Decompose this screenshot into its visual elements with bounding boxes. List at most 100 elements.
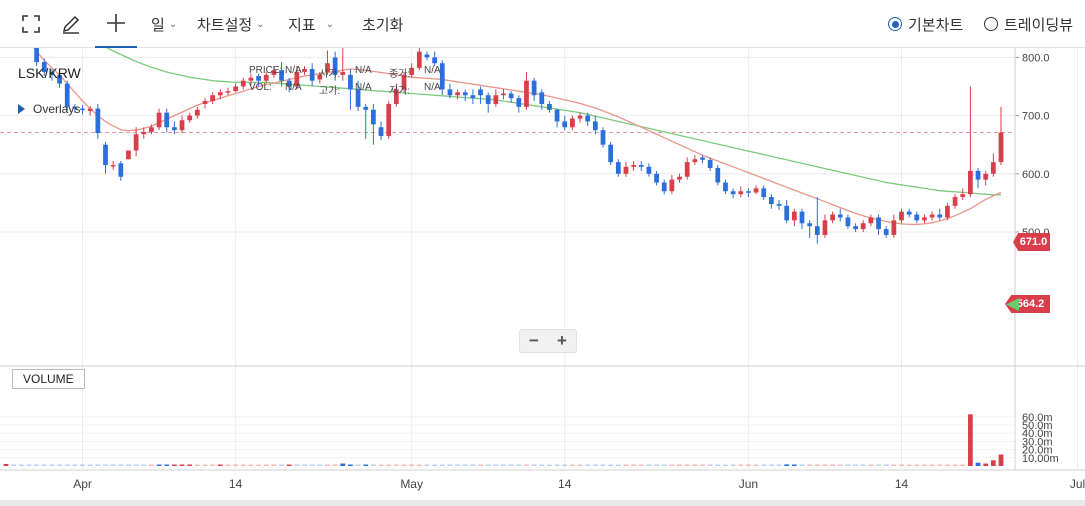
time-axis-tick-label: 14 (895, 477, 909, 491)
volume-bar (753, 464, 759, 466)
symbol-title: LSK/KRW (18, 65, 81, 81)
basic-chart-radio[interactable]: 기본차트 (888, 0, 963, 48)
volume-bar (830, 464, 835, 466)
candle-body (447, 89, 453, 96)
candle-body (891, 220, 897, 235)
volume-bar (80, 464, 85, 466)
candle-body (286, 80, 292, 87)
pencil-icon[interactable] (55, 0, 87, 48)
volume-bar (485, 464, 491, 466)
volume-bar (401, 464, 407, 466)
candle-body (393, 89, 399, 104)
chevron-down-icon: ⌄ (256, 18, 265, 30)
chevron-down-icon: ⌄ (168, 18, 178, 30)
candle-body (485, 95, 491, 104)
volume-axis-tick-label: 10.00m (1022, 453, 1059, 465)
volume-bar (126, 464, 131, 466)
volume-bar (172, 464, 177, 466)
overlays-toggle[interactable]: Overlays (18, 102, 80, 116)
time-axis-tick-label: Apr (73, 477, 92, 491)
candle-body (478, 89, 483, 96)
volume-bar (784, 464, 790, 466)
reset-button[interactable]: 초기화 (362, 0, 403, 48)
volume-bar (791, 464, 797, 466)
candle-body (355, 89, 361, 107)
volume-bar (133, 464, 139, 466)
candle-body (669, 179, 675, 192)
volume-bar (156, 464, 162, 466)
candle-body (462, 92, 468, 96)
bottom-scrollbar (0, 500, 1085, 506)
trading-view-radio[interactable]: 트레이딩뷰 (984, 0, 1073, 48)
period-select[interactable]: 일 ⌄ (151, 0, 177, 48)
candle-body (684, 162, 690, 177)
fullscreen-icon[interactable] (15, 0, 47, 48)
volume-bar (539, 464, 545, 466)
volume-bar (386, 464, 392, 466)
chevron-down-icon: ⌄ (325, 18, 334, 30)
indicator-menu[interactable]: 지표 ⌄ (288, 0, 334, 48)
time-axis-tick-label: Jun (739, 477, 758, 491)
candle-body (118, 163, 124, 177)
volume-bar (240, 464, 246, 466)
candle-body (439, 63, 445, 90)
reset-label: 초기화 (362, 16, 404, 34)
volume-bar (608, 464, 614, 466)
candle-body (646, 166, 652, 174)
volume-bar (110, 464, 116, 466)
candle-body (677, 176, 682, 180)
volume-bar (26, 464, 32, 466)
high-info-label: 고가: (319, 86, 341, 97)
candle-body (172, 127, 177, 131)
candle-body (401, 74, 407, 90)
short-moving-average-line (33, 48, 1002, 226)
candle-body (784, 205, 790, 221)
candle-body (692, 159, 698, 163)
zoom-out-button[interactable]: − (529, 331, 539, 350)
zoom-in-button[interactable]: + (557, 331, 567, 350)
volume-bar (715, 464, 721, 466)
volume-bar (57, 464, 62, 466)
candle-body (960, 194, 966, 198)
volume-axis-tick-label: 20.0m (1022, 445, 1053, 457)
volume-bar (723, 464, 728, 466)
volume-bar (248, 464, 254, 466)
candle-body (294, 71, 300, 87)
candle-body (876, 217, 881, 230)
volume-bar (202, 464, 208, 466)
candle-body (906, 211, 912, 215)
radio-unselected-icon (984, 17, 998, 31)
candle-body (57, 74, 62, 84)
moving-average-lines (33, 48, 1002, 226)
basic-chart-label: 기본차트 (908, 16, 964, 34)
crosshair-icon[interactable] (95, 0, 137, 48)
volume-bar (638, 464, 644, 466)
candle-body (256, 76, 261, 81)
volume-bar (462, 464, 468, 466)
candle-body (210, 95, 216, 102)
candle-body (807, 223, 813, 227)
low-info-label: 저가: (389, 86, 411, 97)
time-axis-tick-label: 14 (229, 477, 243, 491)
candle-body (248, 77, 254, 81)
volume-axis-tick-label: 40.0m (1022, 428, 1053, 440)
volume-bar (577, 464, 583, 466)
candle-body (853, 226, 858, 230)
volume-bar (661, 464, 667, 466)
candle-body (983, 173, 989, 180)
volume-bar (868, 464, 874, 466)
volume-bar (524, 464, 529, 466)
chart-settings-menu[interactable]: 차트설정 ⌄ (197, 0, 265, 48)
price-chart[interactable]: 900.0800.0700.0600.0500.060.0m50.0m40.0m… (0, 48, 1085, 506)
volume-bar (256, 464, 261, 466)
volume-bar (600, 464, 606, 466)
candle-body (179, 120, 185, 131)
volume-bar (210, 464, 216, 466)
candle-body (455, 92, 460, 96)
volume-bar (355, 464, 361, 466)
price-axis-tick-label: 700.0 (1022, 111, 1050, 123)
candle-body (822, 220, 828, 235)
candle-body (531, 80, 537, 96)
candle-body (661, 182, 667, 192)
volume-bar (547, 464, 552, 466)
